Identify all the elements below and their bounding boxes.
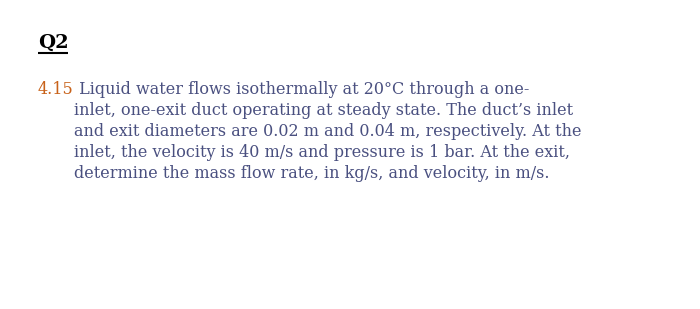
Text: Q2: Q2	[38, 34, 69, 52]
Text: determine the mass flow rate, in kg/s, and velocity, in m/s.: determine the mass flow rate, in kg/s, a…	[74, 165, 550, 182]
Text: 4.15: 4.15	[38, 81, 74, 98]
Text: inlet, the velocity is 40 m/s and pressure is 1 bar. At the exit,: inlet, the velocity is 40 m/s and pressu…	[74, 144, 570, 161]
Text: Liquid water flows isothermally at 20°C through a one-: Liquid water flows isothermally at 20°C …	[74, 81, 529, 98]
Text: inlet, one-exit duct operating at steady state. The duct’s inlet: inlet, one-exit duct operating at steady…	[74, 102, 573, 119]
Text: and exit diameters are 0.02 m and 0.04 m, respectively. At the: and exit diameters are 0.02 m and 0.04 m…	[74, 123, 582, 140]
